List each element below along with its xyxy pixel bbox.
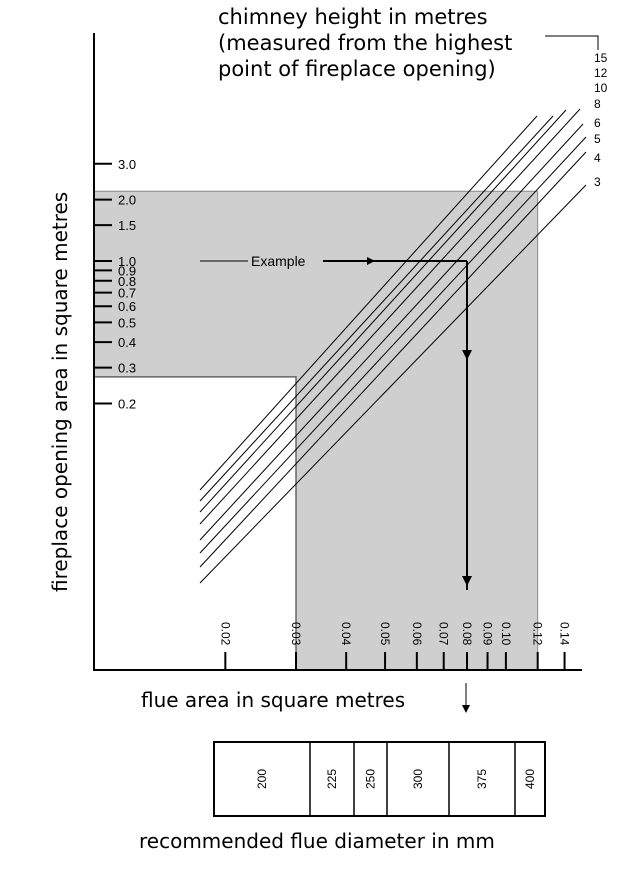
chimney-line-label: 8	[594, 97, 601, 111]
shade-cutout-edge	[95, 376, 297, 669]
diameter-cell-400: 400	[523, 769, 537, 789]
diameter-table-border	[213, 741, 546, 817]
x-tick-label: 0.04	[339, 622, 353, 646]
diameter-pointer-arrowhead	[462, 705, 470, 713]
diameter-cell-250: 250	[364, 769, 378, 789]
y-tick-label: 3.0	[118, 157, 136, 172]
example-arrow-down-2	[462, 576, 472, 586]
y-tick-label: 1.0	[118, 254, 136, 269]
y-tick-label: 1.5	[118, 218, 136, 233]
y-tick-label: 0.8	[118, 274, 136, 289]
chimney-title-line-1: chimney height in metres	[218, 5, 488, 29]
y-tick-label: 0.4	[118, 335, 136, 350]
chimney-title-line-3: point of fireplace opening)	[218, 57, 496, 81]
y-ticks: 3.0 2.0 1.5 1.00.90.80.70.60.5 0.4 0.3 0.2	[94, 157, 136, 411]
chimney-line-5	[199, 136, 587, 554]
diameter-cell-200: 200	[255, 769, 269, 789]
chimney-line-label: 6	[594, 116, 601, 130]
example-path: Example	[200, 253, 472, 590]
chimney-line-6	[199, 123, 584, 541]
x-tick-label: 0.08	[460, 622, 474, 646]
y-tick-label: 0.5	[118, 315, 136, 330]
flue-diameter-table: 200 225 250 300 375 400	[213, 741, 546, 817]
y-tick-label: 2.0	[118, 193, 136, 208]
y-axis-title: fireplace opening area in square metres	[48, 192, 72, 592]
chimney-line-15	[199, 115, 538, 491]
x-tick-label: 0.10	[499, 622, 513, 646]
diameter-cell-375: 375	[475, 769, 489, 789]
x-tick-label: 0.09	[481, 622, 495, 646]
example-arrow-down-1	[462, 350, 472, 360]
example-label: Example	[251, 253, 306, 269]
x-tick-label: 0.06	[410, 622, 424, 646]
x-ticks: 0.02 0.03 0.04 0.05 0.06 0.07 0.08 0.09 0.10 0.12…	[218, 622, 572, 670]
chimney-line-3	[199, 184, 587, 584]
x-tick-label: 0.02	[218, 622, 232, 646]
y-tick-label: 0.3	[118, 361, 136, 376]
shaded-region	[95, 190, 539, 669]
chimney-line-12	[199, 115, 554, 502]
y-tick-label: 0.7	[118, 286, 136, 301]
y-tick-label: 0.9	[118, 263, 136, 278]
diameter-cell-300: 300	[411, 769, 425, 789]
chimney-line-10	[199, 109, 567, 513]
x-tick-label: 0.03	[289, 622, 303, 646]
y-tick-label: 0.6	[118, 299, 136, 314]
x-tick-label: 0.05	[378, 622, 392, 646]
chimney-line-4	[199, 151, 587, 568]
shaded-area	[95, 191, 538, 669]
chimney-line-label: 10	[594, 81, 608, 95]
chimney-line-label: 3	[594, 175, 601, 189]
chimney-line-8	[199, 108, 581, 525]
x-tick-label: 0.07	[437, 622, 451, 646]
y-tick-label: 0.2	[118, 396, 136, 411]
x-tick-label: 0.12	[531, 622, 545, 646]
chimney-line-label: 15	[594, 51, 608, 65]
chimney-line-label: 12	[594, 66, 608, 80]
diameter-cell-225: 225	[325, 769, 339, 789]
diameter-caption: recommended flue diameter in mm	[139, 829, 495, 853]
x-tick-label: 0.14	[558, 622, 572, 646]
x-axis-title: flue area in square metres	[141, 688, 405, 712]
chimney-title-line-2: (measured from the highest	[218, 31, 512, 55]
chimney-line-label: 5	[594, 132, 601, 146]
chimney-title-bracket	[545, 35, 599, 50]
example-arrow-right	[367, 257, 375, 265]
chimney-line-label: 4	[594, 151, 601, 165]
